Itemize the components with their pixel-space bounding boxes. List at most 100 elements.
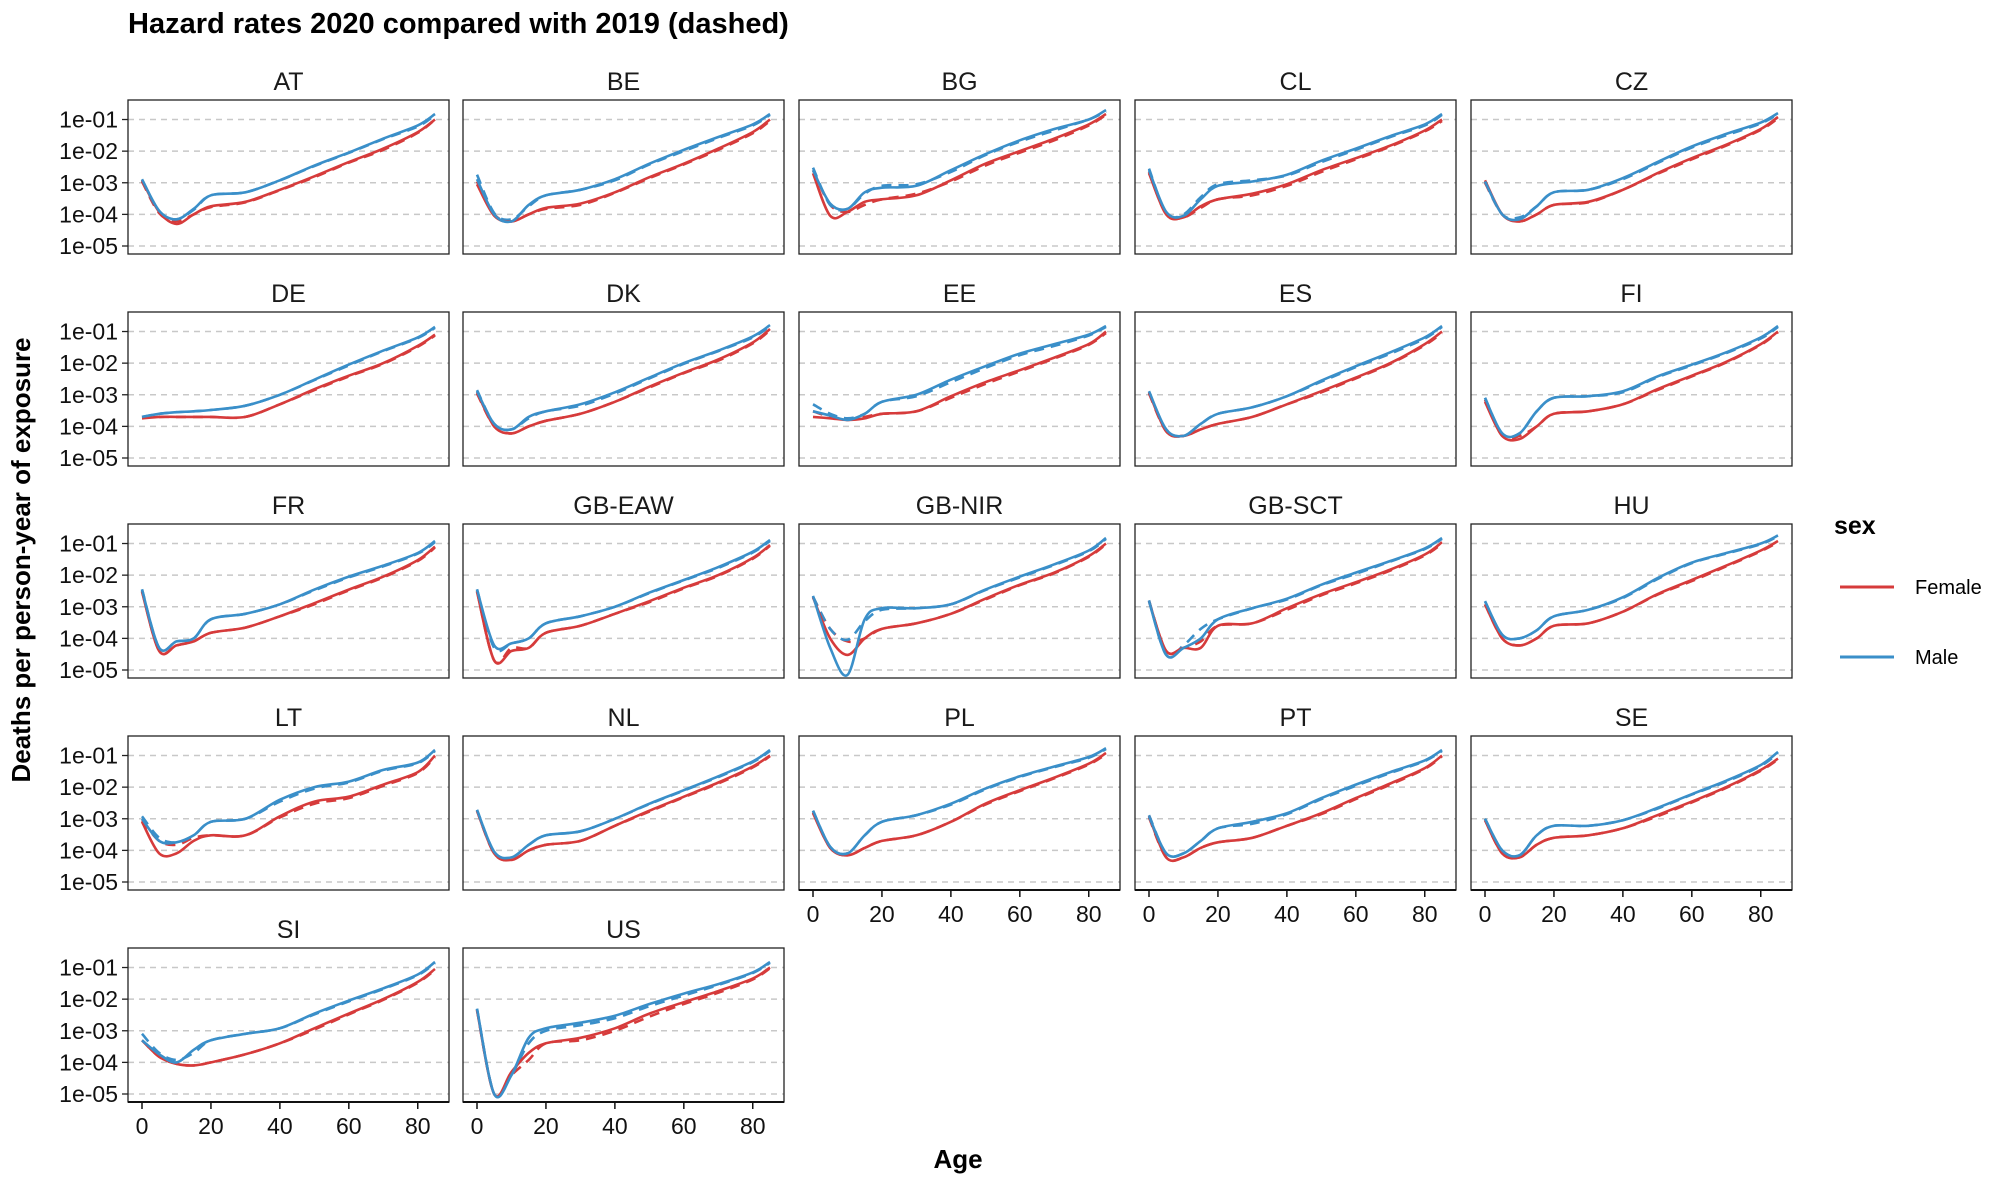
x-tick-label: 60 — [1343, 901, 1369, 927]
facet-fi: FI — [1470, 280, 1793, 467]
male-2020-line — [1483, 324, 1779, 439]
y-tick-label: 1e-01 — [59, 955, 118, 981]
panel-border — [1470, 311, 1793, 467]
y-tick-label: 1e-01 — [59, 743, 118, 769]
x-tick-label: 0 — [1143, 901, 1156, 927]
male-2020-line — [1483, 534, 1779, 641]
legend-label-male: Male — [1915, 647, 1958, 669]
y-tick-label: 1e-02 — [59, 138, 118, 164]
female-2020-line — [811, 112, 1107, 220]
x-tick-label: 80 — [740, 1113, 766, 1139]
x-tick-label: 0 — [807, 901, 820, 927]
female-2020-line — [1147, 118, 1443, 221]
female-2020-line — [1147, 754, 1443, 863]
strip-label: ES — [1279, 280, 1312, 308]
facet-gb-sct: GB-SCT — [1134, 492, 1457, 679]
y-tick-label: 1e-03 — [59, 1018, 118, 1044]
facet-pt: PT 0 20 40 60 80 — [1134, 704, 1457, 927]
facet-gb-eaw: GB-EAW — [462, 492, 785, 679]
male-2019-line — [1483, 112, 1779, 220]
panel-border — [1470, 523, 1793, 679]
y-tick-label: 1e-01 — [59, 107, 118, 133]
male-2020-line — [1147, 748, 1443, 858]
strip-label: GB-NIR — [916, 492, 1004, 520]
y-tick-label: 1e-05 — [59, 1081, 118, 1107]
y-tick-label: 1e-02 — [59, 986, 118, 1012]
male-2019-line — [475, 113, 771, 222]
y-tick-label: 1e-01 — [59, 319, 118, 345]
facet-be: BE — [462, 68, 785, 255]
strip-label: NL — [608, 704, 640, 732]
female-2019-line — [1483, 331, 1779, 441]
facet-fr: FR 1e-05 1e-04 1e-03 1e-02 1e-01 — [59, 492, 450, 683]
male-2019-line — [1483, 751, 1779, 858]
panel-border — [1134, 311, 1457, 467]
x-tick-label: 40 — [938, 901, 964, 927]
strip-label: CZ — [1615, 68, 1648, 96]
female-2020-line — [475, 543, 771, 665]
x-tick-label: 0 — [1479, 901, 1492, 927]
x-tick-label: 80 — [1748, 901, 1774, 927]
strip-label: CL — [1280, 68, 1312, 96]
y-tick-label: 1e-04 — [59, 1049, 118, 1075]
male-2020-line — [1483, 750, 1779, 858]
facet-hu: HU — [1470, 492, 1793, 679]
strip-label: FI — [1620, 280, 1642, 308]
male-2019-line — [1147, 749, 1443, 859]
female-2020-line — [141, 333, 436, 420]
x-tick-label: 40 — [1610, 901, 1636, 927]
y-tick-label: 1e-04 — [59, 413, 118, 439]
male-2020-line — [1483, 111, 1779, 222]
strip-label: GB-SCT — [1248, 492, 1342, 520]
y-tick-label: 1e-02 — [59, 350, 118, 376]
strip-label: LT — [275, 704, 302, 732]
strip-label: FR — [272, 492, 305, 520]
female-2020-line — [811, 542, 1107, 657]
y-tick-label: 1e-01 — [59, 531, 118, 557]
facet-lt: LT 1e-05 1e-04 1e-03 1e-02 1e-01 — [59, 704, 450, 895]
strip-label: AT — [273, 68, 303, 96]
panel-border — [462, 311, 785, 467]
strip-label: EE — [943, 280, 976, 308]
panel-border — [462, 735, 785, 891]
female-2019-line — [475, 329, 771, 435]
male-2019-line — [140, 541, 436, 653]
female-2020-line — [1147, 330, 1443, 438]
legend-title: sex — [1834, 512, 1876, 540]
male-2020-line — [1147, 536, 1443, 659]
y-tick-label: 1e-03 — [59, 382, 118, 408]
male-2020-line — [1147, 324, 1443, 438]
female-2020-line — [1483, 115, 1779, 223]
male-2020-line — [811, 108, 1107, 211]
male-2019-line — [475, 961, 771, 1099]
facet-us: US 0 20 40 60 80 — [462, 916, 785, 1139]
y-tick-label: 1e-05 — [59, 445, 118, 471]
panel-border — [798, 99, 1121, 255]
female-2020-line — [1483, 757, 1779, 860]
male-2020-line — [475, 748, 771, 860]
y-tick-label: 1e-03 — [59, 594, 118, 620]
x-tick-label: 0 — [136, 1113, 149, 1139]
male-2020-line — [140, 112, 436, 221]
x-tick-label: 40 — [602, 1113, 628, 1139]
y-tick-label: 1e-02 — [59, 562, 118, 588]
panel-border — [1134, 99, 1457, 255]
facet-cz: CZ — [1470, 68, 1793, 255]
facet-gb-nir: GB-NIR — [798, 492, 1121, 679]
y-tick-label: 1e-03 — [59, 806, 118, 832]
strip-label: PL — [944, 704, 975, 732]
x-tick-label: 40 — [267, 1113, 293, 1139]
female-2020-line — [811, 751, 1107, 857]
male-2019-line — [475, 539, 771, 653]
x-tick-label: 20 — [1541, 901, 1567, 927]
facet-cl: CL — [1134, 68, 1457, 255]
female-2020-line — [1483, 539, 1779, 647]
male-2020-line — [811, 536, 1107, 677]
panel-border — [1470, 99, 1793, 255]
male-2019-line — [811, 537, 1107, 642]
female-2020-line — [140, 118, 436, 226]
facet-se: SE 0 20 40 60 80 — [1470, 704, 1793, 927]
x-tick-label: 60 — [1007, 901, 1033, 927]
panel-border — [127, 99, 450, 255]
facet-ee: EE — [798, 280, 1121, 467]
